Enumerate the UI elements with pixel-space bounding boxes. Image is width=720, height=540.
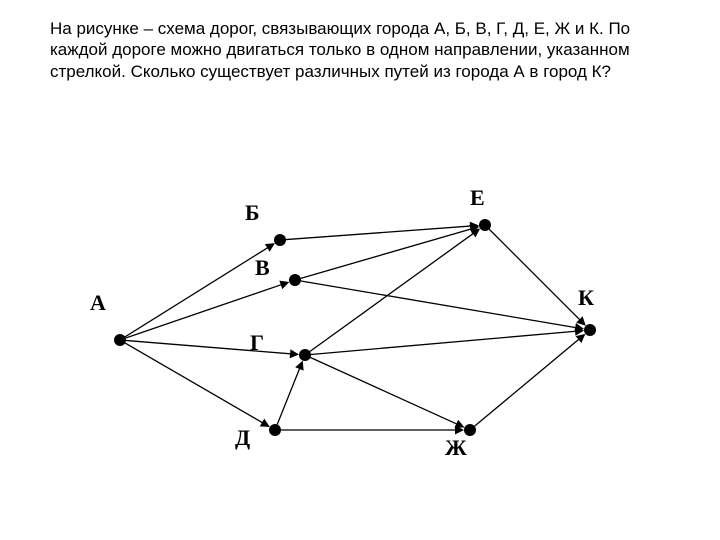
node-label-D: Д: [235, 425, 250, 450]
problem-text: На рисунке – схема дорог, связывающих го…: [50, 18, 670, 82]
node-D: [269, 424, 281, 436]
node-label-B: Б: [245, 200, 260, 225]
edge-D-G: [277, 366, 301, 425]
node-label-A: А: [90, 290, 106, 315]
arrow-Zh-K: [576, 334, 586, 343]
edge-G-E: [310, 232, 476, 352]
node-A: [114, 334, 126, 346]
edge-A-B: [125, 246, 270, 337]
node-K: [584, 324, 596, 336]
edges-group: [125, 222, 586, 435]
node-G: [299, 349, 311, 361]
node-label-E: Е: [470, 185, 485, 210]
graph-area: А Б В Г Д Е Ж К: [90, 180, 630, 480]
edge-V-K: [301, 281, 579, 328]
node-label-K: К: [578, 285, 594, 310]
edge-Zh-K: [475, 337, 582, 426]
page: На рисунке – схема дорог, связывающих го…: [0, 0, 720, 540]
edge-G-Zh: [310, 357, 459, 425]
node-label-Zh: Ж: [445, 435, 467, 460]
node-label-G: Г: [250, 330, 264, 355]
edge-E-K: [489, 229, 582, 322]
labels-group: А Б В Г Д Е Ж К: [90, 185, 594, 460]
node-E: [479, 219, 491, 231]
arrow-A-B: [265, 243, 275, 252]
edge-B-E: [286, 226, 474, 240]
edge-G-K: [311, 331, 579, 354]
roads-graph: А Б В Г Д Е Ж К: [90, 180, 630, 480]
edge-A-D: [125, 343, 265, 424]
node-label-V: В: [255, 255, 270, 280]
node-V: [289, 274, 301, 286]
nodes-group: [114, 219, 596, 436]
arrow-A-G: [290, 349, 299, 358]
edge-A-G: [126, 340, 294, 354]
node-B: [274, 234, 286, 246]
arrow-A-V: [279, 281, 289, 290]
edge-V-E: [301, 228, 474, 278]
